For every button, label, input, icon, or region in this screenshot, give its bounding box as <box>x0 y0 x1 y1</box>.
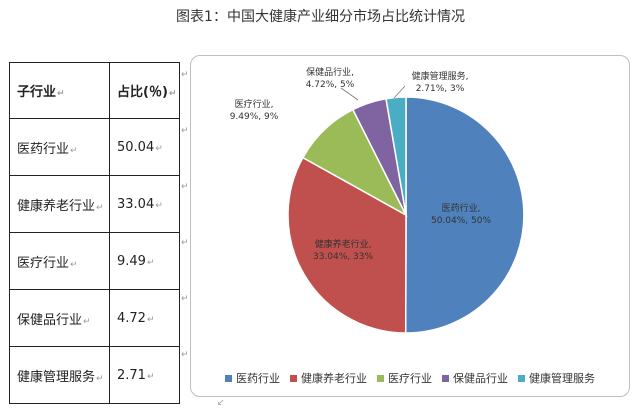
paragraph-mark: ↵ <box>181 182 189 192</box>
pie-chart-plot: 医药行业, 50.04%, 50% 健康养老行业, 33.04%, 33% 医疗行业, 9… <box>230 66 525 334</box>
header-subindustry: 子行业↵ <box>9 62 110 119</box>
legend-swatch <box>377 374 384 382</box>
paragraph-mark: ↵ <box>146 314 155 325</box>
cell-name: 健康管理服务↵ <box>9 346 110 404</box>
paragraph-mark: ↵ <box>181 126 189 136</box>
leader-line <box>393 85 406 99</box>
table-header-row: 子行业↵ 占比(％)↵ <box>9 62 180 119</box>
legend-swatch <box>442 374 449 382</box>
legend-swatch <box>518 374 525 382</box>
table-row: 医药行业↵ 50.04↵ <box>9 118 180 176</box>
paragraph-mark: ↵ <box>155 143 163 154</box>
pie-data-label: 保健品行业, 4.72%, 5% <box>306 66 355 90</box>
table-row: 保健品行业↵ 4.72↵ <box>9 289 180 347</box>
paragraph-mark: ↵ <box>96 202 104 213</box>
cell-value: 2.71↵ <box>109 346 180 404</box>
pie-chart: 医药行业, 50.04%, 50% 健康养老行业, 33.04%, 33% 医疗行业, 9… <box>190 55 630 397</box>
table-row: 医疗行业↵ 9.49↵ <box>9 232 180 290</box>
legend-swatch <box>290 374 297 382</box>
header-share: 占比(％)↵ <box>109 62 180 119</box>
paragraph-mark: ↵ <box>70 145 78 156</box>
paragraph-mark: ↵ <box>96 373 104 384</box>
pie-slice <box>385 96 407 216</box>
legend-item: 健康养老行业 <box>290 370 367 386</box>
pie-data-label: 健康管理服务, 2.71%, 3% <box>412 70 469 94</box>
legend-label: 医疗行业 <box>388 372 432 385</box>
data-table: 子行业↵ 占比(％)↵ 医药行业↵ 50.04↵ 健康养老行业↵ 33.04↵ … <box>9 62 180 404</box>
pie-data-label: 健康养老行业, 33.04%, 33% <box>313 238 373 262</box>
paragraph-mark: ↵ <box>181 238 189 248</box>
paragraph-mark: ↵ <box>181 294 189 304</box>
paragraph-mark: ↵ <box>70 259 78 270</box>
cell-name: 医药行业↵ <box>9 118 110 176</box>
legend-label: 医药行业 <box>236 372 280 385</box>
cell-name: 健康养老行业↵ <box>9 175 110 233</box>
paragraph-mark: ↵ <box>181 350 189 360</box>
paragraph-mark: ↵ <box>146 257 155 268</box>
figure-title: 图表1：中国大健康产业细分市场占比统计情况 <box>176 9 465 25</box>
anchor-mark: ↙ <box>217 398 225 408</box>
legend-label: 健康管理服务 <box>529 372 595 385</box>
table-row: 健康管理服务↵ 2.71↵ <box>9 346 180 404</box>
paragraph-mark: ↵ <box>181 70 189 80</box>
paragraph-mark: ↵ <box>57 89 65 99</box>
cell-name: 医疗行业↵ <box>9 232 110 290</box>
paragraph-mark: ↵ <box>155 200 163 211</box>
paragraph-mark: ↵ <box>83 316 91 327</box>
cell-value: 50.04↵ <box>109 118 180 176</box>
paragraph-mark: ↵ <box>168 89 177 99</box>
cell-value: 4.72↵ <box>109 289 180 347</box>
cell-value: 33.04↵ <box>109 175 180 233</box>
table-row: 健康养老行业↵ 33.04↵ <box>9 175 180 233</box>
pie-data-label: 医疗行业, 9.49%, 9% <box>230 98 279 122</box>
legend-swatch <box>225 374 232 382</box>
leader-line <box>340 87 359 101</box>
legend-label: 保健品行业 <box>453 372 508 385</box>
legend-item: 保健品行业 <box>442 370 508 386</box>
pie-slice <box>287 156 407 334</box>
pie-data-label: 医药行业, 50.04%, 50% <box>431 202 491 226</box>
cell-name: 保健品行业↵ <box>9 289 110 347</box>
paragraph-mark: ↵ <box>146 371 155 382</box>
pie-slice <box>404 96 525 334</box>
chart-legend: 医药行业 健康养老行业 医疗行业 保健品行业 健康管理服务 <box>191 370 629 386</box>
legend-item: 医疗行业 <box>377 370 432 386</box>
legend-item: 医药行业 <box>225 370 280 386</box>
legend-item: 健康管理服务 <box>518 370 595 386</box>
cell-value: 9.49↵ <box>109 232 180 290</box>
legend-label: 健康养老行业 <box>301 372 367 385</box>
